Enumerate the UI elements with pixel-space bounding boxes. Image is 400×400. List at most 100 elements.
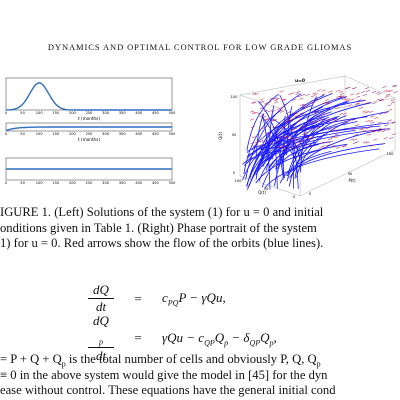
flow-arrow (342, 144, 347, 147)
x-tick-label: 0 (5, 132, 8, 136)
flow-arrow (308, 128, 313, 131)
flow-arrow (251, 92, 257, 95)
flow-arrow (308, 120, 313, 123)
axes-box (299, 149, 396, 197)
flow-arrow (339, 92, 344, 95)
flow-arrow (336, 89, 341, 92)
flow-arrow (361, 99, 366, 102)
orbit (271, 118, 300, 158)
flow-arrow (284, 146, 289, 149)
flow-arrow (334, 133, 339, 136)
x-tick-label: 400 (135, 111, 143, 115)
flow-arrow (370, 115, 375, 118)
plot-frame (5, 77, 173, 111)
x-axis-label: t (months) (78, 137, 100, 142)
flow-arrow (292, 127, 298, 130)
x-tick-label: 200 (69, 111, 77, 115)
flow-arrow (301, 127, 306, 130)
flow-arrow (350, 93, 355, 96)
flow-arrow (389, 137, 394, 139)
flow-arrow (278, 146, 283, 149)
equation: dQ dt = cPQP − γQu, (88, 282, 226, 315)
orbit (273, 135, 278, 189)
x-tick-label: 350 (119, 111, 127, 115)
flow-arrow (365, 120, 370, 123)
x-tick-label: 100 (36, 181, 44, 185)
flow-arrow (269, 97, 274, 100)
subscript: QP (249, 338, 261, 348)
flow-arrow (390, 101, 396, 104)
flow-arrow (321, 145, 326, 148)
flow-arrow (368, 125, 373, 128)
tick-label: 100 (231, 95, 239, 99)
rhs: cPQP − γQu, (162, 289, 226, 308)
text-run: is the total number of cells and obvious… (65, 352, 317, 366)
flow-arrow (352, 118, 357, 121)
tick-label: 0 (233, 171, 236, 175)
flow-arrow (285, 121, 290, 124)
text-run: Q (260, 329, 270, 345)
flow-arrow (364, 87, 369, 90)
flow-arrow (390, 99, 395, 102)
flow-arrow (286, 136, 291, 139)
subscript: p (224, 338, 229, 348)
text-run: P − γQu, (178, 289, 226, 305)
flow-arrow (354, 133, 359, 136)
caption-line: IGURE 1. (Left) Solutions of the system … (0, 205, 323, 220)
x-tick-label: 300 (102, 111, 110, 115)
flow-arrow (285, 134, 290, 137)
x-tick-label: 0 (5, 181, 8, 185)
flow-arrow (253, 144, 258, 147)
flow-arrow (327, 128, 332, 131)
flow-arrow (371, 130, 376, 133)
text-run: − δ (228, 329, 250, 345)
orbit (249, 126, 294, 179)
flow-arrow (289, 118, 295, 121)
flow-arrow (375, 91, 380, 94)
orbit (243, 122, 390, 166)
flow-arrow (272, 126, 277, 129)
flow-arrow (274, 133, 280, 136)
flow-arrow (376, 98, 381, 101)
flow-arrow (282, 99, 287, 102)
text-run: ease without control. These equations ha… (0, 383, 336, 397)
x-tick-label: 300 (102, 132, 110, 136)
body-line: = P + Q + Qp is the total number of cell… (0, 352, 321, 369)
flow-arrow (259, 114, 264, 117)
flow-arrow (285, 112, 290, 115)
flow-arrow (296, 90, 301, 93)
flow-arrow (279, 146, 284, 149)
orbit (277, 146, 298, 166)
flow-arrow (263, 109, 268, 112)
caption-line: 1) for u = 0. Red arrows show the flow o… (0, 236, 323, 251)
flow-arrow (303, 123, 308, 126)
flow-arrow (379, 99, 384, 102)
flow-arrow (310, 121, 315, 123)
denominator: dt (88, 346, 114, 364)
flow-arrow (293, 112, 298, 115)
flow-arrow (366, 89, 371, 92)
flow-arrow (320, 141, 325, 144)
flow-arrow (339, 112, 344, 115)
flow-arrow (391, 121, 396, 124)
tick-label: 100 (235, 179, 243, 183)
flow-arrow (281, 98, 286, 101)
flow-arrow (358, 106, 364, 109)
orbit (264, 148, 380, 189)
flow-arrow (352, 87, 357, 90)
x-axis-label: Q(t) (258, 190, 266, 195)
flow-arrow (314, 111, 319, 114)
flow-arrow (362, 94, 367, 97)
flow-arrow (284, 136, 289, 139)
fraction: dQ dt (88, 282, 114, 315)
flow-arrow (320, 115, 325, 118)
flow-arrow (313, 93, 319, 96)
orbit (286, 143, 385, 176)
flow-arrow (289, 137, 294, 140)
rhs: γQu − cQPQp − δQPQp, (162, 329, 277, 348)
flow-arrow (314, 121, 319, 124)
body-line: ease without control. These equations ha… (0, 383, 336, 398)
tick-label: 100 (387, 152, 395, 156)
flow-arrow (347, 119, 353, 122)
